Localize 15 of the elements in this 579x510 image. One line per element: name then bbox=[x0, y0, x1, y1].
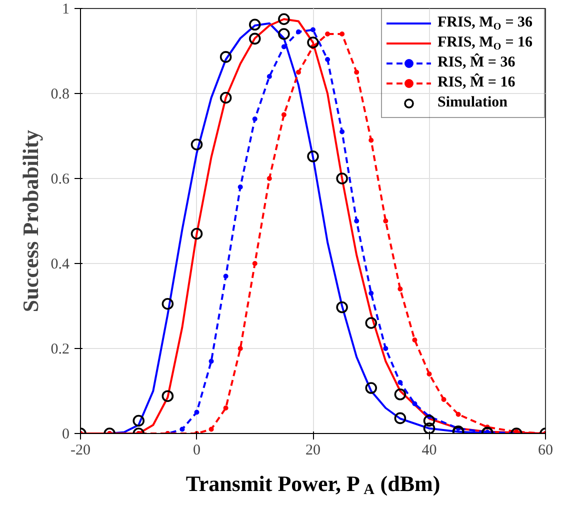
x-tick-label: -20 bbox=[70, 442, 90, 458]
legend-label: RIS, M̂ = 36 bbox=[438, 53, 516, 70]
x-tick-label: 60 bbox=[538, 442, 553, 458]
x-tick-label: 40 bbox=[422, 442, 437, 458]
y-tick-label: 0.4 bbox=[50, 256, 70, 272]
y-tick-label: 0.8 bbox=[50, 86, 70, 102]
y-tick-label: 1 bbox=[62, 2, 70, 18]
y-tick-label: 0 bbox=[62, 426, 70, 442]
legend-label: RIS, M̂ = 16 bbox=[438, 73, 516, 90]
x-tick-label: 20 bbox=[306, 442, 320, 458]
legend-label: Simulation bbox=[438, 94, 508, 110]
y-tick-label: 0.6 bbox=[50, 172, 70, 188]
x-tick-label: 0 bbox=[193, 442, 200, 458]
y-axis-title: Success Probability bbox=[18, 130, 43, 312]
y-tick-label: 0.2 bbox=[50, 342, 70, 358]
